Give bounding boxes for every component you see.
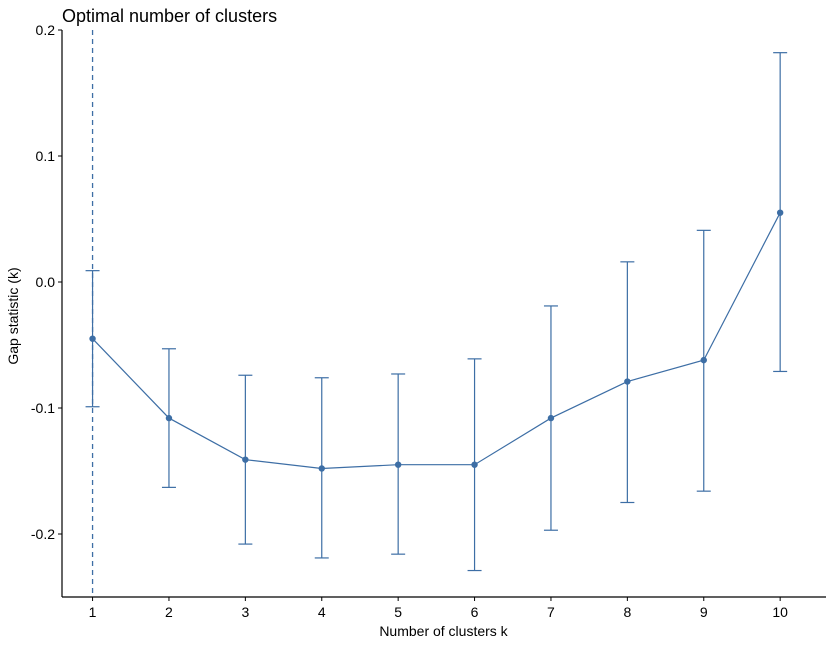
data-point <box>700 356 707 364</box>
data-point <box>165 414 173 422</box>
data-point <box>471 461 478 468</box>
y-tick-label: 0.2 <box>36 22 56 38</box>
data-point <box>242 456 249 463</box>
x-tick-label: 8 <box>623 604 631 620</box>
data-point <box>89 335 96 342</box>
y-tick-label: -0.2 <box>31 526 55 542</box>
y-tick-label: 0.0 <box>36 274 56 290</box>
x-tick-label: 4 <box>318 604 326 620</box>
y-tick-label: -0.1 <box>31 400 55 416</box>
x-tick-label: 9 <box>700 604 708 620</box>
x-tick-label: 1 <box>89 604 97 620</box>
y-axis-title: Gap statistic (k) <box>5 267 21 364</box>
data-point <box>776 209 784 216</box>
x-tick-label: 2 <box>165 604 173 620</box>
data-point <box>547 414 555 422</box>
chart-title: Optimal number of clusters <box>62 6 277 26</box>
x-tick-label: 5 <box>394 604 402 620</box>
plot-area <box>85 30 788 597</box>
data-point <box>624 378 631 385</box>
x-tick-label: 7 <box>547 604 555 620</box>
gap-statistic-line <box>92 212 781 470</box>
x-tick-label: 6 <box>471 604 479 620</box>
y-tick-label: 0.1 <box>36 148 56 164</box>
data-point <box>318 465 325 472</box>
axes: 1 2 3 4 5 6 7 8 9 10 -0.2 -0.1 0.0 0.1 0.2 <box>31 22 826 620</box>
x-axis-title: Number of clusters k <box>379 623 508 639</box>
x-tick-label: 3 <box>241 604 249 620</box>
data-point <box>394 461 402 468</box>
x-tick-label: 10 <box>772 604 788 620</box>
